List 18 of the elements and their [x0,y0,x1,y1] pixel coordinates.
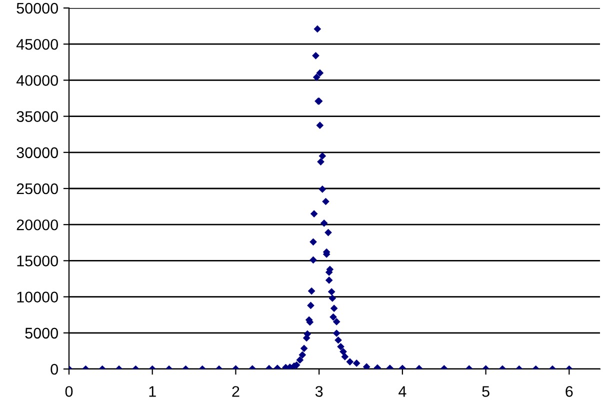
y-tick-label: 5000 [25,328,58,339]
y-tick-label: 20000 [16,219,58,230]
x-tick-label: 1 [149,386,156,397]
y-tick-label: 15000 [17,256,58,266]
x-tick-label: 3 [315,386,323,397]
y-tick-label: 40000 [16,75,58,86]
x-tick-label: 4 [398,386,406,397]
x-tick-label: 6 [566,386,573,397]
y-tick-label: 10000 [17,292,58,302]
x-tick-label: 5 [482,386,490,397]
y-tick-label: 45000 [16,38,58,50]
y-tick-label: 35000 [16,111,58,122]
x-tick-label: 2 [232,386,240,397]
y-tick-label: 30000 [16,147,58,158]
x-tick-label: 0 [65,386,73,397]
y-tick-label: 50000 [16,2,58,14]
y-tick-label: 25000 [16,183,58,194]
y-tick-label: 0 [50,364,58,375]
